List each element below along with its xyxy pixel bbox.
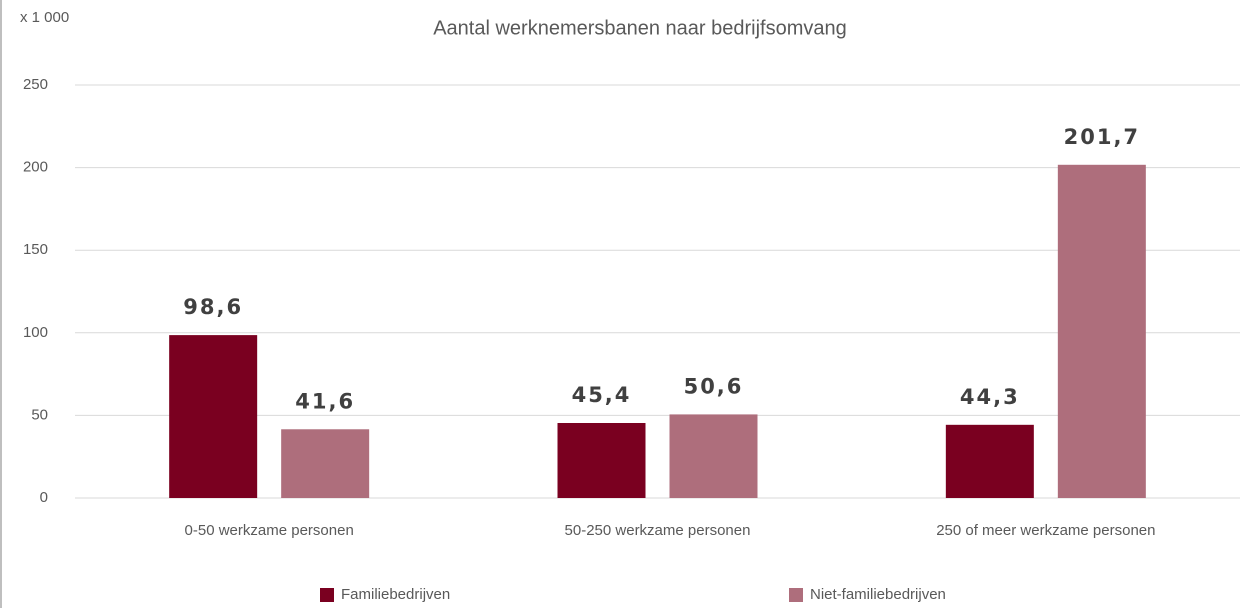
y-tick-label: 100	[23, 324, 48, 341]
bar	[169, 335, 258, 498]
y-tick-label: 0	[40, 489, 48, 506]
value-label: 50,6	[684, 374, 744, 398]
bar	[281, 429, 370, 498]
x-tick-label: 250 of meer werkzame personen	[936, 522, 1155, 539]
legend-swatch	[320, 588, 334, 602]
chart-title: Aantal werknemersbanen naar bedrijfsomva…	[433, 17, 847, 39]
value-label: 98,6	[183, 295, 243, 319]
y-tick-label: 150	[23, 241, 48, 258]
y-tick-label: 50	[31, 406, 48, 423]
bar	[1057, 164, 1146, 498]
value-label: 44,3	[960, 385, 1020, 409]
bar	[557, 422, 646, 498]
legend-label: Familiebedrijven	[341, 586, 450, 603]
value-label: 45,4	[572, 383, 632, 407]
bar	[945, 424, 1034, 498]
value-label: 201,7	[1064, 125, 1140, 149]
y-tick-label: 200	[23, 159, 48, 176]
x-tick-label: 0-50 werkzame personen	[185, 522, 354, 539]
legend-label: Niet-familiebedrijven	[810, 586, 946, 603]
legend-swatch	[789, 588, 803, 602]
y-tick-label: 250	[23, 76, 48, 93]
bar	[669, 414, 758, 498]
unit-label: x 1 000	[20, 9, 69, 26]
x-tick-label: 50-250 werkzame personen	[565, 522, 751, 539]
value-label: 41,6	[295, 389, 355, 413]
